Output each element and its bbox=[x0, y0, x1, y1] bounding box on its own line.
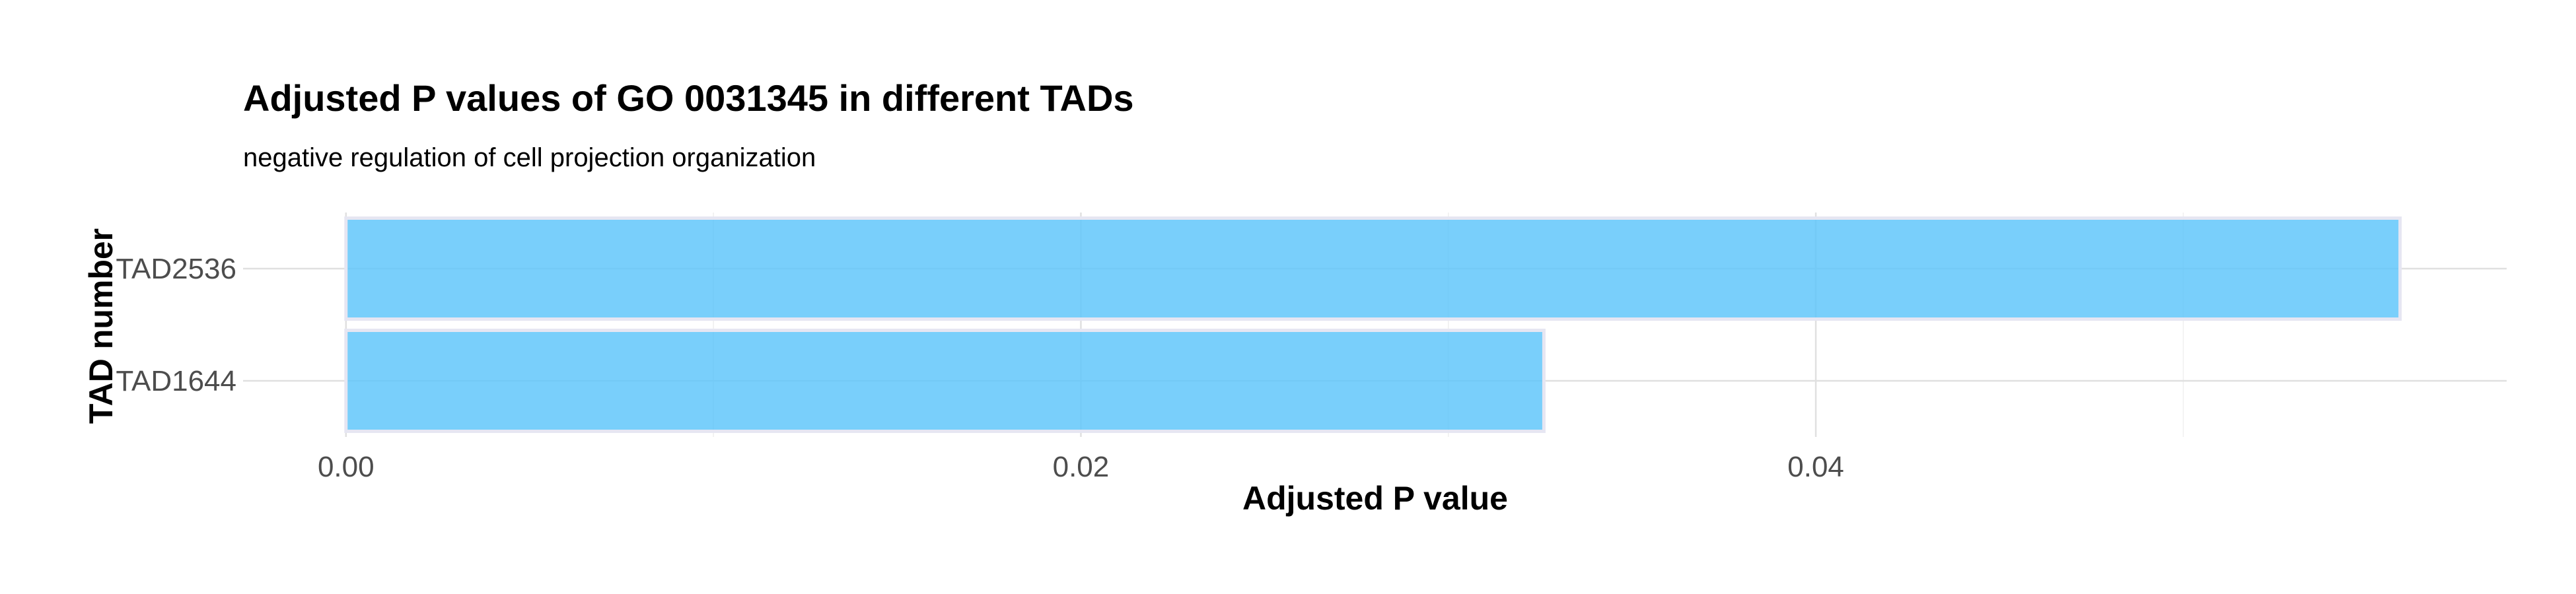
y-axis-title: TAD number bbox=[83, 228, 120, 424]
x-tick-label-2: 0.04 bbox=[1787, 451, 1844, 483]
bars bbox=[344, 216, 2402, 433]
chart-subtitle: negative regulation of cell projection o… bbox=[243, 143, 816, 172]
y-tick-label-0: TAD2536 bbox=[116, 253, 236, 285]
bar-tad2536 bbox=[344, 216, 2402, 321]
chart-title: Adjusted P values of GO 0031345 in diffe… bbox=[243, 77, 1134, 119]
x-tick-labels: 0.00 0.02 0.04 bbox=[318, 451, 1844, 483]
x-tick-label-0: 0.00 bbox=[318, 451, 375, 483]
bar-tad1644 bbox=[344, 329, 1546, 433]
y-tick-label-1: TAD1644 bbox=[116, 365, 236, 397]
y-tick-labels: TAD2536 TAD1644 bbox=[116, 253, 236, 397]
x-tick-label-1: 0.02 bbox=[1053, 451, 1110, 483]
x-axis-title: Adjusted P value bbox=[1242, 480, 1508, 517]
